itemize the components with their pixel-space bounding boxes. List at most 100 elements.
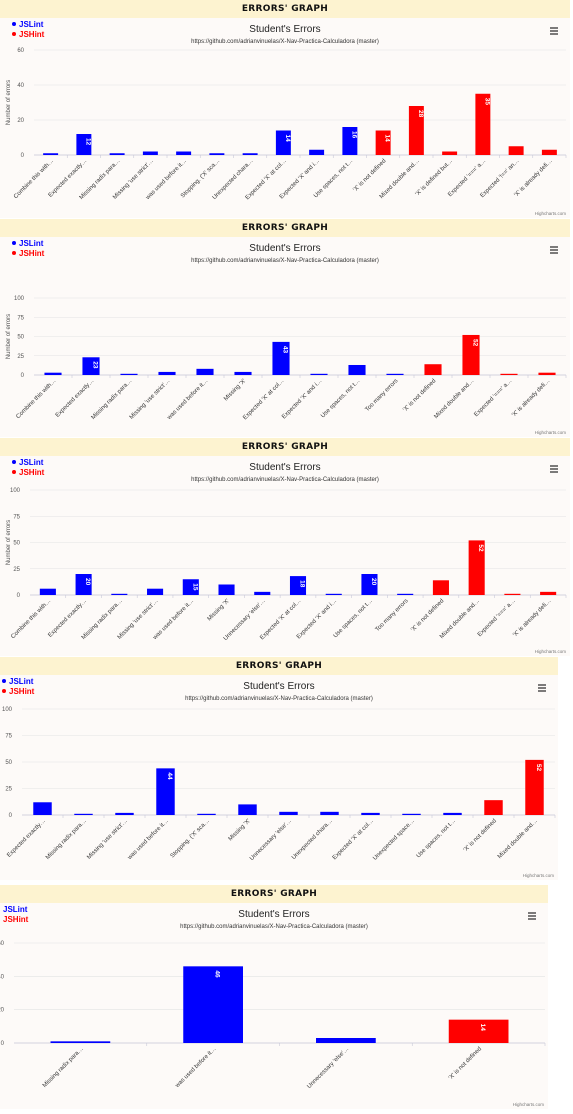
legend-label: JSHint	[19, 249, 45, 258]
bar[interactable]	[279, 812, 297, 815]
bar[interactable]	[234, 372, 251, 375]
bar[interactable]	[540, 592, 556, 595]
chart-title: Student's Errors	[238, 909, 309, 920]
bar[interactable]	[51, 1041, 111, 1043]
credits-link[interactable]: Highcharts.com	[513, 1102, 545, 1107]
bar[interactable]	[218, 585, 234, 596]
bar[interactable]	[509, 146, 524, 155]
bar[interactable]	[111, 594, 127, 595]
bar[interactable]	[209, 153, 224, 155]
bar[interactable]	[449, 1020, 509, 1043]
credits-link[interactable]: Highcharts.com	[535, 211, 567, 216]
menu-icon[interactable]	[528, 913, 536, 919]
bar[interactable]	[196, 369, 213, 375]
bar[interactable]	[443, 813, 461, 815]
legend-item-jslint[interactable]: JSLint	[0, 905, 28, 914]
legend-item-jslint[interactable]: JSLint	[12, 458, 44, 467]
menu-icon[interactable]	[550, 247, 558, 253]
x-category-label: 'X' is already defi…	[512, 598, 552, 638]
y-tick-label: 20	[0, 1008, 5, 1014]
bar[interactable]	[424, 364, 441, 375]
bar[interactable]	[33, 802, 51, 815]
x-category-label: Unnecessary 'else'…	[306, 1046, 350, 1090]
y-tick-label: 40	[17, 83, 24, 89]
chart-panel-5: Student's Errors https://github.com/adria…	[0, 903, 548, 1109]
chart-panel-3: Student's Errors https://github.com/adria…	[0, 456, 570, 656]
chart-title: Student's Errors	[249, 24, 320, 35]
bar[interactable]	[74, 814, 92, 815]
bar[interactable]	[43, 153, 58, 155]
y-tick-label: 75	[13, 514, 20, 520]
bar[interactable]	[44, 373, 61, 375]
credits-link[interactable]: Highcharts.com	[535, 649, 567, 654]
data-label: 52	[535, 764, 542, 772]
bar[interactable]	[147, 589, 163, 595]
bar[interactable]	[40, 589, 56, 595]
bar[interactable]	[243, 153, 258, 155]
legend-item-jshint[interactable]: JSHint	[12, 30, 45, 39]
legend-label: JSLint	[9, 677, 34, 686]
bar[interactable]	[442, 152, 457, 156]
x-category-label: Missing radix para…	[91, 378, 134, 421]
x-category-label: Missing radix para…	[81, 598, 124, 641]
bar[interactable]	[310, 374, 327, 375]
x-category-label: Use spaces, not t…	[333, 598, 374, 639]
x-category-label: 'X' is already defi…	[511, 378, 551, 418]
bar[interactable]	[143, 152, 158, 156]
data-label: 16	[350, 131, 357, 139]
credits-link[interactable]: Highcharts.com	[535, 430, 567, 435]
bar[interactable]	[309, 150, 324, 155]
bar[interactable]	[320, 812, 338, 815]
bar[interactable]	[183, 966, 243, 1043]
data-label: 20	[370, 578, 377, 586]
legend-item-jslint[interactable]: JSLint	[12, 239, 44, 248]
x-category-label: Too many errors	[375, 598, 410, 633]
chart-panel-2: Student's Errors https://github.com/adria…	[0, 237, 570, 437]
bar[interactable]	[542, 150, 557, 155]
bar[interactable]	[176, 152, 191, 156]
x-category-label: Unnecessary 'else'…	[249, 818, 293, 862]
y-tick-label: 60	[17, 48, 24, 54]
bar[interactable]	[120, 374, 137, 375]
x-category-label: Missing 'use strict'…	[86, 818, 129, 861]
bar[interactable]	[158, 372, 175, 375]
bar[interactable]	[326, 594, 342, 595]
y-tick-label: 75	[5, 734, 12, 740]
legend-item-jshint[interactable]: JSHint	[2, 687, 35, 696]
x-category-label: Combine this with…	[15, 378, 57, 420]
bar[interactable]	[538, 373, 555, 375]
legend-item-jslint[interactable]: JSLint	[2, 677, 34, 686]
x-category-label: Use spaces, not t…	[416, 818, 457, 859]
y-tick-label: 50	[5, 760, 12, 766]
chart-panel-4: Student's Errors https://github.com/adria…	[0, 675, 558, 880]
legend-item-jslint[interactable]: JSLint	[12, 20, 44, 29]
menu-icon[interactable]	[550, 466, 558, 472]
bar[interactable]	[361, 813, 379, 815]
bar[interactable]	[348, 365, 365, 375]
legend-item-jshint[interactable]: JSHint	[0, 915, 29, 924]
bar[interactable]	[110, 153, 125, 155]
y-tick-label: 100	[2, 707, 13, 713]
menu-icon[interactable]	[538, 685, 546, 691]
menu-icon[interactable]	[550, 28, 558, 34]
chart-svg: Student's Errors https://github.com/adria…	[0, 237, 570, 437]
legend-item-jshint[interactable]: JSHint	[12, 249, 45, 258]
bar[interactable]	[500, 374, 517, 375]
bar[interactable]	[433, 580, 449, 595]
bar[interactable]	[238, 804, 256, 815]
bar[interactable]	[484, 800, 502, 815]
bar[interactable]	[197, 814, 215, 815]
bar[interactable]	[504, 594, 520, 595]
bar[interactable]	[254, 592, 270, 595]
bar[interactable]	[397, 594, 413, 595]
credits-link[interactable]: Highcharts.com	[523, 873, 555, 878]
y-axis-label: Number of errors	[6, 314, 12, 359]
bar[interactable]	[402, 814, 420, 815]
legend-label: JSLint	[3, 905, 28, 914]
legend-item-jshint[interactable]: JSHint	[12, 468, 45, 477]
data-label: 14	[479, 1024, 486, 1032]
bar[interactable]	[115, 813, 133, 815]
bar[interactable]	[316, 1038, 376, 1043]
bar[interactable]	[386, 374, 403, 375]
y-tick-label: 40	[0, 974, 5, 980]
